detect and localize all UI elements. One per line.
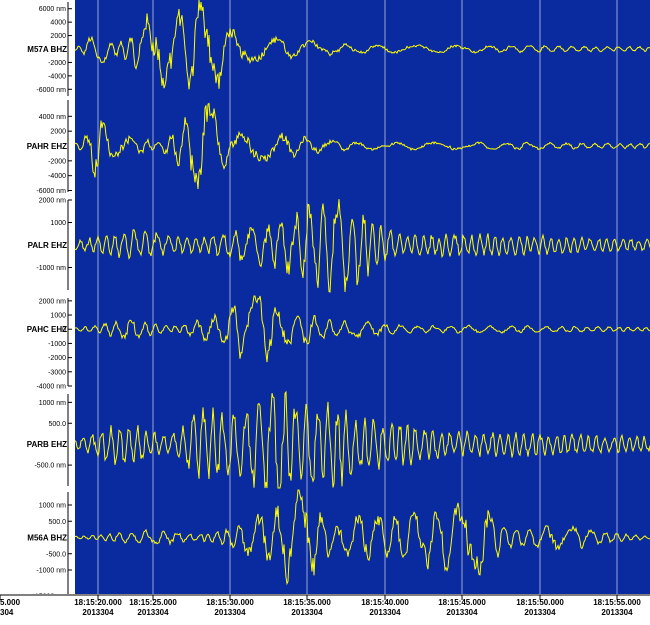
amplitude-tick-label: 4000 — [50, 20, 66, 27]
amplitude-tick-label: -6000 nm — [36, 188, 66, 195]
amplitude-tick-label: -1000 — [48, 341, 66, 348]
amplitude-tick-label: -2000 — [48, 158, 66, 165]
time-axis-panel — [0, 594, 650, 625]
amplitude-tick-label: 500.0 — [48, 519, 66, 526]
waveform-trace[interactable] — [74, 489, 650, 586]
amplitude-tick-label: -1000 nm — [36, 568, 66, 575]
time-tick-date: 2013304 — [137, 608, 169, 617]
station-label[interactable]: PAHC EHZ — [27, 325, 67, 334]
time-tick-date: 2013304 — [291, 608, 323, 617]
station-label[interactable]: PARB EHZ — [27, 440, 67, 449]
waveform-trace[interactable] — [74, 199, 650, 293]
time-tick-label: 18:15:45.000 — [438, 598, 486, 607]
amplitude-tick-label: 2000 nm — [39, 298, 66, 305]
time-tick-date: 304 — [0, 608, 14, 617]
time-tick-label: 18:15:30.000 — [206, 598, 254, 607]
time-tick-label: 18:15:50.000 — [516, 598, 564, 607]
waveform-trace[interactable] — [74, 295, 650, 363]
amplitude-tick-label: 1000 — [50, 313, 66, 320]
amplitude-tick-label: -3000 — [48, 369, 66, 376]
amplitude-tick-label: 0 — [62, 327, 66, 334]
waveform-trace[interactable] — [74, 102, 650, 189]
station-label[interactable]: PAHR EHZ — [27, 142, 67, 151]
time-tick-date: 2013304 — [524, 608, 556, 617]
time-tick-label: 18:15:35.000 — [283, 598, 331, 607]
amplitude-tick-label: 4000 nm — [39, 114, 66, 121]
amplitude-tick-label: 2000 nm — [39, 198, 66, 205]
amplitude-tick-label: -1000 nm — [36, 265, 66, 272]
amplitude-tick-label: 500.0 — [48, 421, 66, 428]
amplitude-tick-label: 1000 nm — [39, 503, 66, 510]
station-label[interactable]: M57A BHZ — [27, 45, 67, 54]
waveform-trace[interactable] — [74, 0, 650, 90]
amplitude-tick-label: -6000 nm — [36, 87, 66, 94]
amplitude-tick-label: 6000 nm — [39, 6, 66, 13]
time-tick-label: 18:15:20.000 — [74, 598, 122, 607]
time-tick-date: 2013304 — [82, 608, 114, 617]
time-tick-date: 2013304 — [446, 608, 478, 617]
amplitude-tick-label: -500.0 — [46, 551, 66, 558]
amplitude-tick-label: 1000 — [50, 220, 66, 227]
amplitude-tick-label: -500.0 nm — [34, 463, 66, 470]
amplitude-tick-label: 2000 — [50, 129, 66, 136]
time-tick-label: 18:15:55.000 — [593, 598, 641, 607]
amplitude-tick-label: -4000 — [48, 73, 66, 80]
plot-area[interactable] — [75, 0, 650, 594]
time-tick-label: 18:15:25.000 — [129, 598, 177, 607]
amplitude-tick-label: -4000 — [48, 173, 66, 180]
time-tick-label: 18:15:40.000 — [361, 598, 409, 607]
station-label[interactable]: M56A BHZ — [27, 534, 67, 543]
time-tick-date: 2013304 — [214, 608, 246, 617]
time-tick-date: 2013304 — [601, 608, 633, 617]
station-label[interactable]: PALR EHZ — [28, 241, 68, 250]
amplitude-tick-label: -2000 — [48, 355, 66, 362]
amplitude-tick-label: 1000 nm — [39, 400, 66, 407]
amplitude-tick-label: 2000 — [50, 33, 66, 40]
amplitude-tick-label: -2000 — [48, 60, 66, 67]
amplitude-tick-label: -4000 nm — [36, 384, 66, 391]
time-tick-date: 2013304 — [369, 608, 401, 617]
time-tick-label: 5.000 — [0, 598, 21, 607]
waveform-trace[interactable] — [74, 390, 650, 489]
